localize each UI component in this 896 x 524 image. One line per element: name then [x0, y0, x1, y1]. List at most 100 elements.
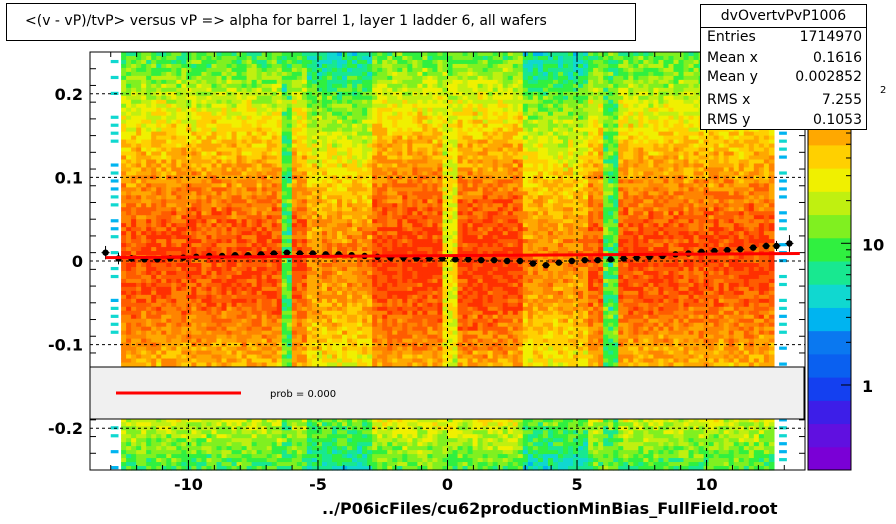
heatmap-cell	[256, 215, 263, 220]
heatmap-cell	[226, 143, 233, 149]
heatmap-cell	[281, 227, 288, 232]
heatmap-cell	[281, 302, 288, 308]
heatmap-cell	[176, 362, 182, 368]
heatmap-cell	[141, 107, 147, 113]
heatmap-cell	[306, 266, 313, 272]
heatmap-cell	[256, 270, 263, 276]
heatmap-cell	[316, 239, 323, 244]
heatmap-cell	[306, 290, 313, 296]
heatmap-cell	[261, 350, 268, 356]
heatmap-cell	[211, 107, 218, 113]
heatmap-cell	[141, 139, 147, 145]
heatmap-cell	[161, 322, 167, 328]
heatmap-cell	[296, 67, 303, 73]
heatmap-cell	[156, 63, 162, 69]
heatmap-cell	[271, 342, 278, 348]
heatmap-cell	[161, 243, 167, 248]
heatmap-cell	[326, 99, 333, 105]
heatmap-cell	[201, 111, 208, 117]
heatmap-cell	[246, 235, 253, 240]
heatmap-cell	[281, 187, 288, 192]
heatmap-cell	[332, 63, 338, 69]
heatmap-cell	[281, 306, 288, 312]
heatmap-cell	[136, 314, 142, 320]
heatmap-cell	[321, 95, 328, 101]
heatmap-cell	[286, 159, 293, 165]
heatmap-cell	[332, 318, 338, 324]
heatmap-cell	[166, 354, 172, 360]
heatmap-cell	[357, 290, 363, 296]
heatmap-cell	[296, 103, 303, 109]
heatmap-cell	[241, 259, 248, 264]
heatmap-cell	[301, 111, 308, 117]
heatmap-cell	[261, 119, 268, 125]
heatmap-cell	[211, 259, 218, 264]
heatmap-cell	[176, 342, 182, 348]
heatmap-cell	[191, 52, 198, 57]
heatmap-cell	[347, 147, 353, 153]
heatmap-cell	[196, 334, 203, 340]
heatmap-cell	[121, 318, 127, 324]
heatmap-cell	[236, 418, 243, 423]
heatmap-cell	[246, 63, 253, 69]
heatmap-cell	[311, 75, 318, 81]
heatmap-cell	[347, 302, 353, 308]
heatmap-cell	[126, 171, 132, 177]
heatmap-cell	[256, 107, 263, 113]
heatmap-cell	[316, 52, 323, 57]
heatmap-cell	[316, 338, 323, 344]
heatmap-cell	[342, 466, 348, 471]
heatmap-cell	[166, 262, 172, 268]
heatmap-cell	[151, 52, 157, 57]
heatmap-cell	[261, 418, 268, 423]
heatmap-cell	[306, 55, 313, 61]
heatmap-cell	[291, 187, 298, 192]
heatmap-cell	[321, 171, 328, 177]
heatmap-cell	[301, 239, 308, 244]
heatmap-cell	[311, 239, 318, 244]
heatmap-cell	[291, 99, 298, 105]
heatmap-cell	[201, 227, 208, 232]
heatmap-cell	[141, 342, 147, 348]
heatmap-cell	[286, 318, 293, 324]
heatmap-cell	[301, 155, 308, 161]
heatmap-cell	[126, 446, 132, 451]
heatmap-cell	[221, 298, 228, 304]
heatmap-cell	[251, 203, 258, 208]
heatmap-cell	[191, 99, 198, 105]
heatmap-cell	[286, 223, 293, 228]
heatmap-cell	[357, 219, 363, 224]
heatmap-cell	[332, 71, 338, 77]
heatmap-cell	[296, 450, 303, 455]
heatmap-cell	[236, 231, 243, 236]
heatmap-cell	[146, 135, 152, 141]
heatmap-cell	[261, 107, 268, 113]
heatmap-cell	[146, 183, 152, 188]
heatmap-cell	[286, 422, 293, 427]
heatmap-cell	[156, 107, 162, 113]
heatmap-cell	[231, 159, 238, 165]
heatmap-cell	[266, 326, 273, 332]
heatmap-cell	[216, 155, 223, 161]
heatmap-cell	[291, 282, 298, 288]
heatmap-cell	[141, 203, 147, 208]
heatmap-cell	[151, 338, 157, 344]
heatmap-cell	[316, 270, 323, 276]
heatmap-cell	[126, 430, 132, 435]
heatmap-cell	[311, 318, 318, 324]
heatmap-cell	[281, 147, 288, 153]
heatmap-cell	[221, 346, 228, 352]
heatmap-cell	[256, 454, 263, 459]
heatmap-cell	[326, 191, 333, 196]
heatmap-cell	[166, 123, 172, 129]
heatmap-cell	[286, 179, 293, 184]
heatmap-cell	[216, 259, 223, 264]
heatmap-cell	[156, 422, 162, 427]
heatmap-cell	[166, 298, 172, 304]
heatmap-cell	[301, 314, 308, 320]
heatmap-cell	[166, 314, 172, 320]
heatmap-cell	[276, 266, 283, 272]
heatmap-cell	[121, 219, 127, 224]
heatmap-cell	[266, 231, 273, 236]
heatmap-cell	[357, 71, 363, 77]
